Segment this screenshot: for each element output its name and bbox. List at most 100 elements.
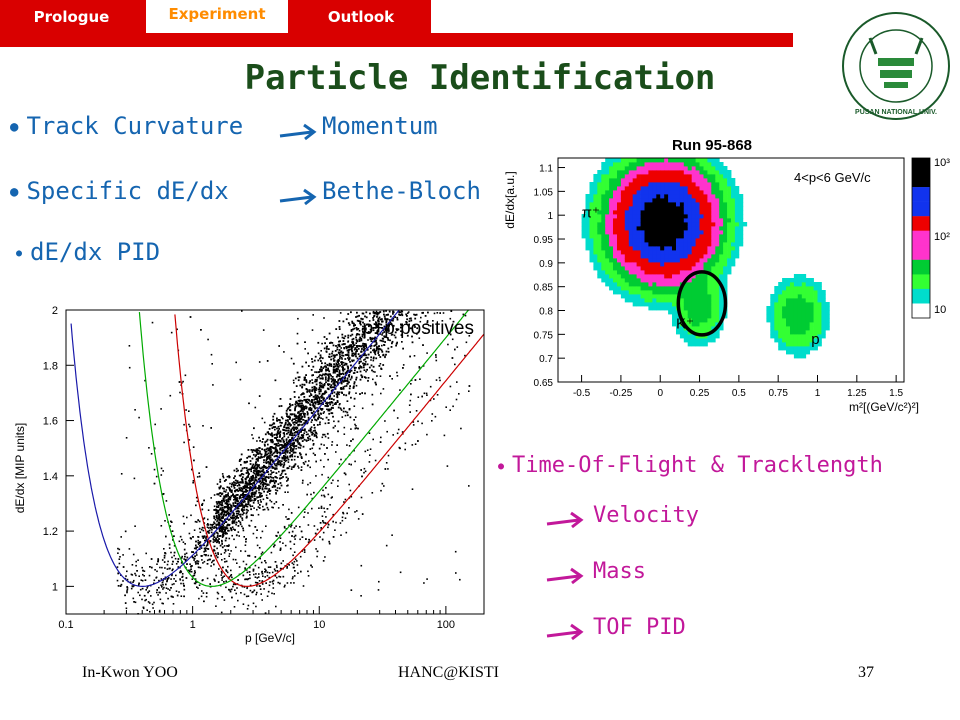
scatter-point <box>274 575 277 577</box>
heatmap-cell <box>597 210 602 215</box>
scatter-point <box>355 355 357 358</box>
scatter-point <box>222 487 224 490</box>
heatmap-cell <box>593 246 598 251</box>
heatmap-cell <box>609 222 614 227</box>
scatter-point <box>235 523 237 526</box>
scatter-point <box>228 576 231 578</box>
scatter-point <box>291 466 293 468</box>
scatter-point <box>258 395 261 397</box>
scatter-point <box>268 572 271 574</box>
heatmap-cell <box>601 206 606 211</box>
scatter-point <box>280 472 283 475</box>
tab-experiment[interactable]: Experiment <box>143 0 291 33</box>
scatter-point <box>136 570 138 572</box>
heatmap-cell <box>640 254 645 259</box>
scatter-point <box>290 468 293 470</box>
scatter-point <box>360 374 363 377</box>
scatter-point <box>439 312 441 314</box>
heatmap-cell <box>593 254 598 259</box>
scatter-point <box>255 451 258 454</box>
scatter-point <box>308 399 310 401</box>
scatter-point <box>196 500 199 503</box>
heatmap-cell <box>605 206 610 211</box>
scatter-point <box>249 566 251 569</box>
scatter-point <box>313 435 316 437</box>
scatter-point <box>263 483 265 485</box>
scatter-point <box>356 357 359 360</box>
scatter-point <box>244 498 247 500</box>
scatter-point <box>286 451 289 454</box>
heatmap-cell <box>640 178 645 183</box>
scatter-point <box>330 380 333 383</box>
scatter-point <box>219 584 222 587</box>
scatter-point <box>279 460 281 462</box>
scatter-point <box>410 319 413 322</box>
scatter-point <box>137 591 139 594</box>
scatter-point <box>295 419 297 422</box>
scatter-point <box>126 590 128 592</box>
heatmap-cell <box>632 246 638 251</box>
scatter-point <box>355 351 357 353</box>
scatter-point <box>316 528 319 531</box>
scatter-point <box>271 467 274 469</box>
scatter-point <box>224 528 227 530</box>
scatter-point <box>360 360 362 363</box>
scatter-point <box>328 542 331 545</box>
scatter-point <box>166 580 168 583</box>
scatter-point <box>199 545 201 547</box>
scatter-point <box>265 582 267 584</box>
scatter-point <box>232 502 235 505</box>
scatter-point <box>282 504 284 506</box>
scatter-point <box>167 588 169 590</box>
scatter-point <box>311 507 313 510</box>
scatter-point <box>198 584 201 586</box>
scatter-point <box>301 393 303 396</box>
scatter-point <box>296 441 299 443</box>
scatter-point <box>300 444 302 447</box>
scatter-point <box>125 437 128 439</box>
scatter-point <box>301 415 304 418</box>
tab-outlook[interactable]: Outlook <box>291 0 431 33</box>
scatter-point <box>366 368 368 371</box>
scatter-point <box>179 391 181 394</box>
scatter-point <box>226 510 229 513</box>
scatter-point <box>118 558 121 560</box>
scatter-point <box>274 561 277 563</box>
scatter-point <box>352 354 355 357</box>
scatter-point <box>182 582 185 585</box>
heatmap-cell <box>585 230 590 235</box>
scatter-point <box>330 375 332 377</box>
scatter-point <box>203 517 206 519</box>
heatmap-cell <box>644 262 649 267</box>
scatter-point <box>249 495 252 498</box>
scatter-point <box>374 340 377 343</box>
heatmap-cell <box>589 226 594 231</box>
scatter-point <box>281 450 284 452</box>
scatter-point <box>363 323 366 325</box>
scatter-point <box>333 369 336 371</box>
scatter-point <box>257 471 260 474</box>
scatter-point <box>187 569 189 572</box>
heatmap-cell <box>620 166 626 171</box>
scatter-point <box>245 489 248 492</box>
scatter-point <box>263 421 266 424</box>
tab-prologue[interactable]: Prologue <box>0 0 143 33</box>
scatter-point <box>230 504 232 507</box>
scatter-point <box>372 317 374 319</box>
scatter-point <box>243 586 246 588</box>
scatter-point <box>269 454 271 457</box>
scatter-point <box>277 425 280 428</box>
scatter-point <box>406 315 408 317</box>
scatter-point <box>394 316 396 318</box>
scatter-point <box>210 497 212 499</box>
heatmap-cell <box>609 226 614 231</box>
scatter-point <box>291 577 294 580</box>
heatmap-cell <box>597 234 602 239</box>
scatter-point <box>360 338 363 340</box>
scatter-point <box>236 499 238 501</box>
scatter-point <box>387 326 390 329</box>
scatter-point <box>283 455 285 457</box>
scatter-point <box>344 376 346 379</box>
scatter-point <box>243 509 246 511</box>
scatter-point <box>332 386 334 388</box>
